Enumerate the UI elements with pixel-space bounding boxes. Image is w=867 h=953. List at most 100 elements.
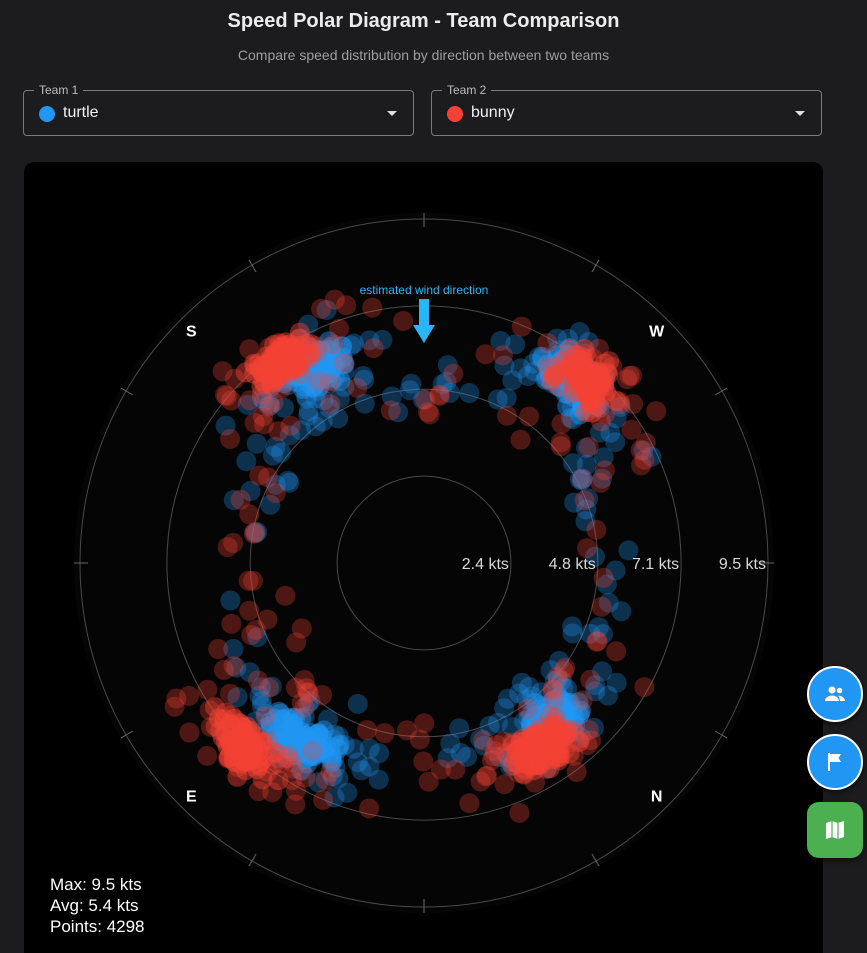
scatter-point-bunny (302, 740, 323, 761)
scatter-point-bunny (285, 677, 306, 698)
scatter-point-bunny (621, 419, 642, 440)
scatter-point-turtle (540, 660, 561, 681)
scatter-point-bunny (235, 746, 256, 766)
scatter-point-bunny (560, 357, 581, 377)
scatter-point-turtle (535, 703, 556, 724)
scatter-point-bunny (336, 295, 357, 316)
scatter-point-turtle (247, 522, 268, 543)
scatter-point-bunny (229, 730, 250, 750)
scatter-point-bunny (571, 363, 592, 384)
scatter-point-turtle (321, 337, 341, 357)
scatter-point-turtle (523, 353, 544, 374)
scatter-point-bunny (240, 741, 260, 762)
scatter-point-turtle (301, 723, 322, 744)
scatter-point-turtle (259, 393, 280, 414)
scatter-point-turtle (329, 734, 350, 755)
scatter-point-turtle (500, 752, 521, 772)
scatter-point-turtle (522, 741, 543, 762)
scatter-point-bunny (216, 386, 237, 406)
scatter-point-bunny (242, 746, 263, 767)
scatter-point-bunny (574, 359, 595, 379)
scatter-point-bunny (531, 755, 551, 775)
scatter-point-bunny (217, 537, 238, 558)
scatter-point-bunny (269, 365, 290, 386)
scatter-point-turtle (543, 702, 564, 723)
scatter-point-bunny (590, 472, 611, 493)
scatter-point-bunny (320, 394, 341, 415)
scatter-point-bunny (563, 745, 584, 766)
scatter-point-bunny (459, 793, 480, 814)
scatter-point-bunny (537, 333, 558, 353)
scatter-point-bunny (575, 343, 596, 364)
scatter-point-bunny (524, 760, 545, 781)
scatter-point-bunny (277, 345, 298, 366)
scatter-point-turtle (559, 338, 580, 358)
scatter-point-turtle (245, 523, 266, 544)
scatter-point-turtle (301, 737, 322, 757)
polar-chart[interactable]: 2.4 kts 4.8 kts 7.1 kts 9.5 kts S W N Eestimate… (24, 162, 823, 953)
scatter-point-bunny (572, 468, 593, 489)
scatter-point-bunny (290, 340, 311, 361)
team1-select[interactable]: Team 1 turtle (23, 82, 414, 136)
scatter-point-turtle (584, 395, 605, 416)
scatter-point-bunny (561, 357, 582, 377)
scatter-point-bunny (509, 747, 530, 768)
scatter-point-bunny (576, 357, 596, 378)
scatter-point-turtle (553, 703, 574, 723)
scatter-point-bunny (514, 764, 535, 785)
scatter-point-turtle (549, 705, 570, 726)
scatter-point-turtle (284, 733, 305, 754)
scatter-point-bunny (545, 715, 565, 735)
scatter-point-bunny (431, 759, 451, 780)
scatter-point-turtle (553, 720, 574, 741)
scatter-point-bunny (535, 729, 556, 750)
scatter-point-turtle (538, 699, 559, 720)
scatter-point-bunny (283, 340, 303, 361)
scatter-point-bunny (541, 726, 562, 746)
scatter-point-bunny (244, 412, 265, 433)
team2-label: Team 2 (442, 82, 492, 98)
scatter-point-turtle (412, 389, 433, 410)
team2-select[interactable]: Team 2 bunny (431, 82, 822, 136)
scatter-point-turtle (533, 718, 554, 739)
scatter-point-turtle (564, 381, 585, 402)
scatter-point-bunny (286, 780, 307, 801)
scatter-point-bunny (550, 436, 571, 457)
scatter-point-bunny (259, 355, 280, 376)
scatter-point-bunny (374, 723, 395, 744)
scatter-point-turtle (547, 688, 568, 709)
scatter-point-turtle (280, 722, 301, 743)
scatter-point-turtle (298, 351, 319, 372)
scatter-point-turtle (520, 718, 541, 739)
scatter-point-bunny (588, 372, 609, 393)
scatter-point-turtle (268, 701, 289, 722)
scatter-point-turtle (566, 379, 587, 399)
scatter-point-bunny (230, 737, 251, 758)
polar-angle-tick (714, 730, 728, 739)
scatter-point-bunny (475, 344, 496, 365)
scatter-point-bunny (234, 751, 255, 772)
teams-button[interactable] (807, 666, 863, 722)
scatter-point-turtle (511, 672, 532, 693)
scatter-point-bunny (557, 357, 578, 378)
flag-button[interactable] (807, 734, 863, 790)
scatter-point-turtle (290, 356, 311, 377)
map-button[interactable] (807, 802, 863, 858)
scatter-point-turtle (247, 627, 268, 648)
scatter-point-turtle (570, 387, 591, 408)
scatter-point-bunny (268, 421, 289, 442)
chevron-down-icon (795, 111, 805, 116)
scatter-point-bunny (231, 725, 252, 746)
scatter-point-bunny (409, 729, 430, 750)
scatter-point-turtle (554, 360, 575, 381)
scatter-point-bunny (279, 349, 299, 370)
scatter-point-bunny (545, 741, 566, 761)
scatter-point-bunny (221, 714, 241, 735)
scatter-point-turtle (567, 367, 588, 387)
scatter-point-bunny (566, 358, 587, 379)
scatter-point-turtle (337, 782, 358, 803)
scatter-point-bunny (269, 343, 290, 364)
scatter-point-turtle (605, 560, 626, 581)
scatter-point-bunny (243, 743, 264, 764)
scatter-point-bunny (497, 405, 517, 426)
